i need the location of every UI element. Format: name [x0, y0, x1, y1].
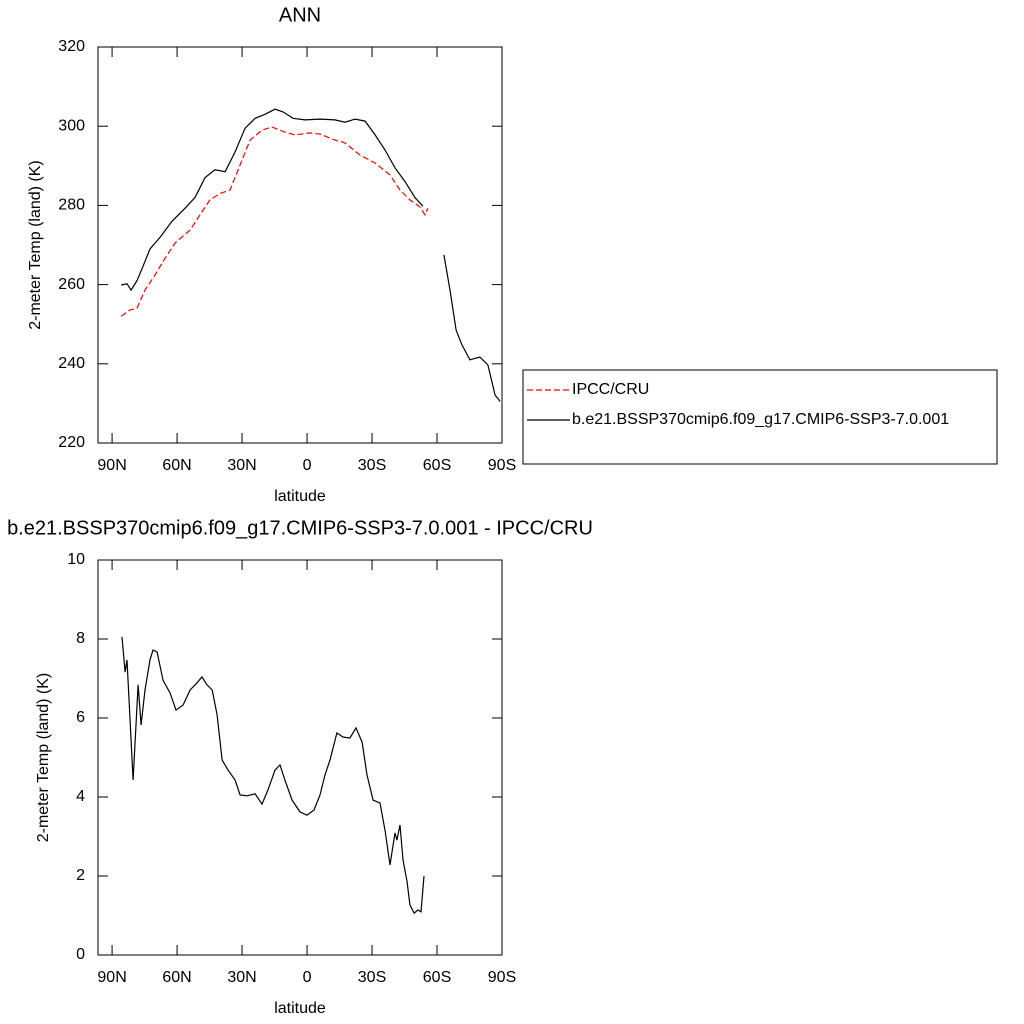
chart-title: ANN [279, 4, 321, 26]
y-tick-label: 0 [76, 946, 85, 963]
x-tick-label: 30N [227, 457, 256, 474]
y-tick-label: 220 [58, 434, 85, 451]
x-axis-label: latitude [274, 1000, 326, 1017]
y-tick-label: 2 [76, 867, 85, 884]
x-tick-label: 30N [227, 969, 256, 986]
data-line [121, 636, 425, 915]
data-line [120, 126, 429, 317]
y-tick-label: 320 [58, 38, 85, 55]
x-tick-label: 60N [162, 457, 191, 474]
x-tick-label: 90N [97, 969, 126, 986]
legend-box [522, 369, 998, 465]
x-tick-label: 90S [488, 969, 516, 986]
legend-label: b.e21.BSSP370cmip6.f09_g17.CMIP6-SSP3-7.… [572, 411, 949, 428]
y-axis-label: 2-meter Temp (land) (K) [35, 673, 52, 843]
y-tick-label: 8 [76, 630, 85, 647]
x-tick-label: 90N [97, 457, 126, 474]
y-axis-label: 2-meter Temp (land) (K) [27, 160, 44, 330]
x-tick-label: 30S [358, 969, 386, 986]
y-tick-label: 240 [58, 355, 85, 372]
plot-frame [97, 46, 503, 444]
x-tick-label: 30S [358, 457, 386, 474]
legend-label: IPCC/CRU [572, 381, 649, 398]
plot-frame [97, 559, 503, 956]
x-axis-label: latitude [274, 488, 326, 505]
y-tick-label: 280 [58, 197, 85, 214]
x-tick-label: 60S [423, 457, 451, 474]
y-tick-label: 4 [76, 788, 85, 805]
data-line [121, 108, 501, 402]
y-tick-label: 260 [58, 276, 85, 293]
y-tick-label: 300 [58, 117, 85, 134]
y-tick-label: 6 [76, 709, 85, 726]
y-tick-label: 10 [67, 551, 85, 568]
x-tick-label: 60S [423, 969, 451, 986]
x-tick-label: 60N [162, 969, 191, 986]
x-tick-label: 0 [303, 457, 312, 474]
x-tick-label: 0 [303, 969, 312, 986]
chart-title: b.e21.BSSP370cmip6.f09_g17.CMIP6-SSP3-7.… [7, 517, 593, 539]
x-tick-label: 90S [488, 457, 516, 474]
legend: IPCC/CRU b.e21.BSSP370cmip6.f09_g17.CMIP6… [522, 369, 998, 465]
